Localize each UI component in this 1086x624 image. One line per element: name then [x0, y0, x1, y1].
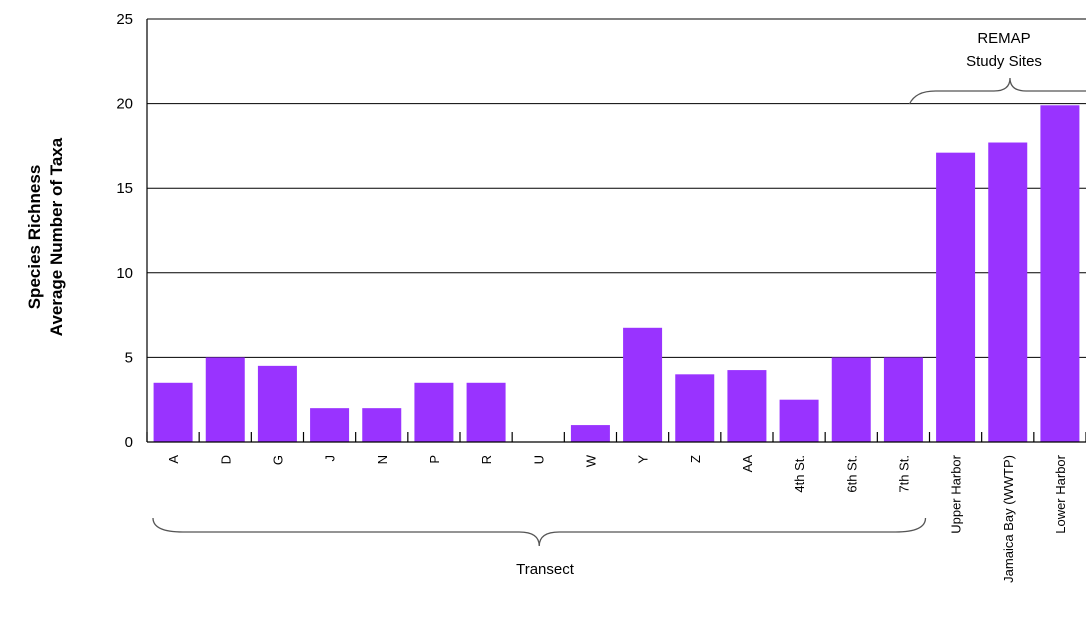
transect-brace: [152, 517, 927, 547]
remap-brace: [908, 77, 1086, 105]
bar: [466, 382, 506, 442]
bar: [883, 357, 923, 442]
bar: [831, 357, 871, 442]
bar: [257, 365, 297, 442]
y-tick-label: 5: [125, 349, 133, 366]
group-braces: [152, 77, 1086, 547]
y-tick-label: 0: [125, 434, 133, 451]
x-category-label: D: [218, 455, 233, 464]
x-category-label: 6th St.: [844, 455, 859, 493]
bar: [1040, 105, 1080, 443]
bars: [153, 105, 1080, 443]
x-category-label: Z: [688, 455, 703, 463]
bar: [310, 408, 350, 442]
bar: [675, 374, 715, 442]
bar: [205, 357, 245, 442]
x-category-label: P: [427, 455, 442, 464]
group-label-remap-line2: Study Sites: [966, 53, 1042, 70]
x-category-label: Y: [636, 455, 651, 464]
y-tick-labels: 0 5 10 15 20 25: [116, 11, 133, 451]
x-category-label: U: [531, 455, 546, 464]
y-tick-label: 15: [116, 180, 133, 197]
y-axis-label-line2: Average Number of Taxa: [47, 137, 66, 336]
bar: [570, 425, 610, 442]
bar: [988, 142, 1028, 443]
y-tick-label: 10: [116, 265, 133, 282]
x-category-label: AA: [740, 455, 755, 473]
x-category-label: A: [166, 455, 181, 464]
x-category-label: Lower Harbor: [1053, 454, 1068, 533]
bar: [414, 382, 454, 442]
y-tick-label: 20: [116, 96, 133, 113]
x-category-label: N: [375, 455, 390, 464]
x-category-label: Upper Harbor: [949, 454, 964, 533]
bar: [936, 152, 976, 442]
gridlines: [147, 18, 1086, 358]
bar: [727, 370, 767, 442]
x-category-label: J: [323, 455, 338, 462]
group-label-remap-line1: REMAP: [977, 30, 1030, 47]
x-category-labels: A D G J N P R U W Y Z AA 4th St. 6th St. 7th St. Upper …: [166, 454, 1068, 583]
x-category-label: 7th St.: [896, 455, 911, 493]
x-category-label: Jamaica Bay (WWTP): [1001, 455, 1016, 583]
x-category-label: G: [270, 455, 285, 465]
x-category-label: 4th St.: [792, 455, 807, 493]
bar: [153, 382, 193, 442]
y-axis-label-line1: Species Richness: [25, 165, 44, 310]
bar: [362, 408, 402, 442]
bar: [779, 399, 819, 442]
x-category-label: W: [583, 454, 598, 467]
group-label-transect: Transect: [516, 561, 575, 578]
axes: [146, 19, 1086, 443]
y-tick-label: 25: [116, 11, 133, 28]
bar: [623, 327, 663, 442]
x-category-label: R: [479, 455, 494, 464]
